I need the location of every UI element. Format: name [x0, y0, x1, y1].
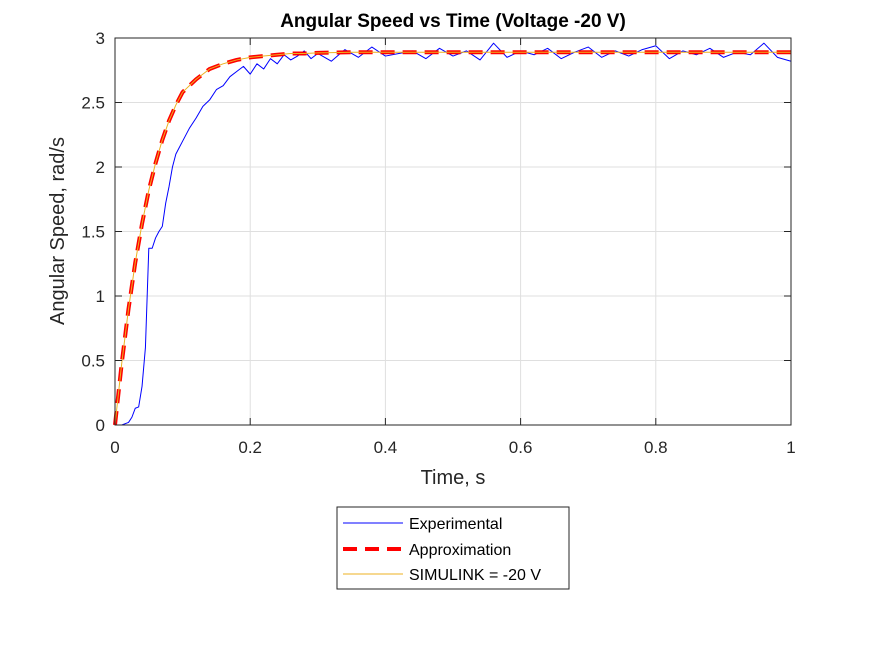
legend-label-approximation: Approximation	[409, 542, 511, 559]
x-tick-label: 0.2	[238, 438, 262, 457]
legend-label-simulink: SIMULINK = -20 V	[409, 567, 541, 584]
y-tick-label: 1.5	[81, 223, 105, 242]
legend: Experimental Approximation SIMULINK = -2…	[336, 506, 570, 590]
tick-marks	[114, 37, 792, 426]
x-tick-label: 0.4	[374, 438, 398, 457]
y-tick-label: 2	[96, 158, 105, 177]
y-tick-label: 1	[96, 287, 105, 306]
x-tick-label: 0.8	[644, 438, 668, 457]
y-tick-label: 2.5	[81, 94, 105, 113]
series-line-experimental	[115, 42, 792, 426]
chart-title: Angular Speed vs Time (Voltage -20 V)	[280, 11, 626, 32]
y-tick-label: 3	[96, 29, 105, 48]
x-tick-label: 0.6	[509, 438, 533, 457]
y-axis-label: Angular Speed, rad/s	[47, 137, 69, 325]
x-tick-label: 0	[110, 438, 119, 457]
series-line-simulink	[114, 51, 791, 426]
x-tick-label: 1	[786, 438, 795, 457]
legend-label-experimental: Experimental	[409, 516, 502, 533]
y-tick-label: 0.5	[81, 352, 105, 371]
series-layer	[113, 42, 792, 426]
tick-labels: 0 0.2 0.4 0.6 0.8 1 0 0.5 1 1.5 2 2.5 3	[81, 29, 795, 457]
x-axis-label: Time, s	[421, 467, 486, 489]
y-tick-label: 0	[96, 416, 105, 435]
